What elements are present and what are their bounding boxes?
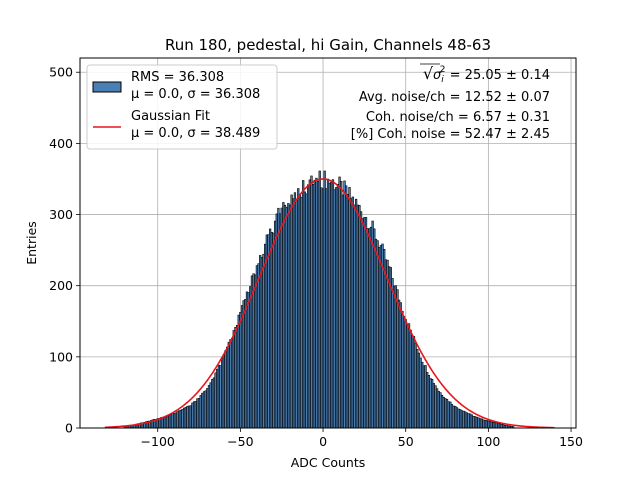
y-tick-label: 300 — [49, 207, 73, 222]
x-tick-label: 100 — [476, 434, 500, 449]
annotation-sigma-sup: 2 — [440, 65, 446, 75]
annotation-sigma-value: = 25.05 ± 0.14 — [446, 68, 550, 83]
legend: RMS = 36.308 μ = 0.0, σ = 36.308 Gaussia… — [86, 64, 278, 150]
legend-fit-label-1: Gaussian Fit — [131, 109, 210, 124]
x-axis-ticks: −100 −50 0 50 100 150 — [141, 428, 583, 449]
legend-fit-label-2: μ = 0.0, σ = 38.489 — [131, 126, 260, 141]
annotation-coh-noise: Coh. noise/ch = 6.57 ± 0.31 — [366, 110, 550, 125]
y-tick-label: 0 — [65, 421, 73, 436]
legend-frame — [86, 64, 278, 150]
annotation-sigma-sub: i — [441, 75, 444, 85]
x-tick-label: −50 — [227, 434, 253, 449]
noise-annotations: √σi2 = 25.05 ± 0.14 Avg. noise/ch = 12.5… — [351, 63, 550, 142]
x-tick-label: 150 — [559, 434, 583, 449]
y-axis-label: Entries — [24, 221, 39, 265]
annotation-coh-noise-percent: [%] Coh. noise = 52.47 ± 2.45 — [351, 127, 550, 142]
y-tick-label: 100 — [49, 349, 73, 364]
gaussian-fit-line — [104, 178, 555, 429]
x-tick-label: −100 — [141, 434, 175, 449]
y-tick-label: 500 — [49, 65, 73, 80]
annotation-sigma: √σi2 = 25.05 ± 0.14 — [423, 64, 550, 85]
x-tick-label: 50 — [398, 434, 414, 449]
annotation-sigma-symbol: σ — [433, 68, 442, 83]
legend-histogram-swatch — [92, 81, 122, 93]
annotation-sigma-sqrt: √ — [423, 64, 434, 83]
legend-histogram-label-2: μ = 0.0, σ = 36.308 — [131, 87, 260, 102]
chart-title: Run 180, pedestal, hi Gain, Channels 48-… — [165, 36, 491, 54]
legend-histogram-label-1: RMS = 36.308 — [131, 70, 224, 85]
histogram-bars — [123, 170, 515, 429]
plot-frame — [79, 57, 577, 429]
y-tick-label: 200 — [49, 278, 73, 293]
annotation-avg-noise: Avg. noise/ch = 12.52 ± 0.07 — [359, 90, 550, 105]
y-tick-label: 400 — [49, 136, 73, 151]
x-axis-label: ADC Counts — [291, 455, 366, 470]
x-tick-label: 0 — [319, 434, 327, 449]
y-axis-ticks: 0 100 200 300 400 500 — [49, 65, 80, 436]
